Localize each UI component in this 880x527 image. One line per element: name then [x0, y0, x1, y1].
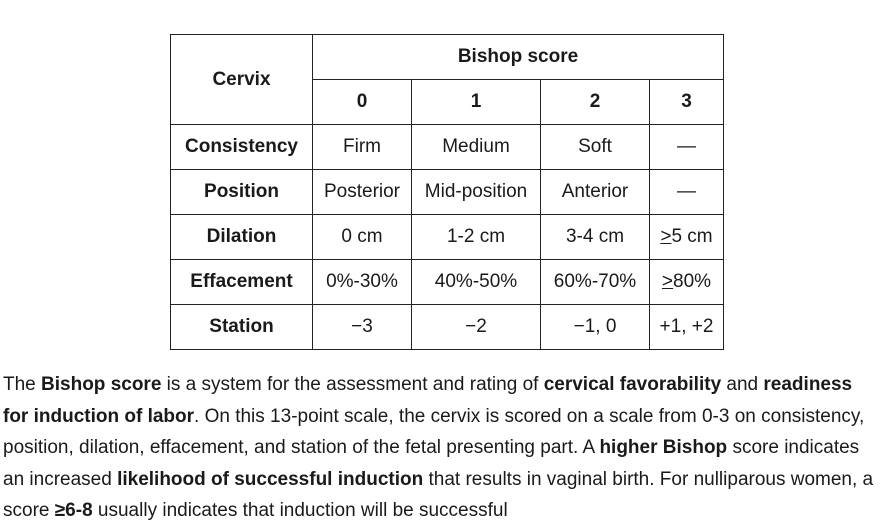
- table-cell: −2: [411, 304, 541, 350]
- cell-value: 5 cm: [671, 226, 713, 247]
- bold-term: ≥6-8: [54, 500, 93, 521]
- row-label-consistency: Consistency: [170, 124, 313, 170]
- table-cell: −3: [312, 304, 412, 350]
- group-header-bishop-score: Bishop score: [312, 34, 724, 80]
- score-header-2: 2: [540, 79, 650, 125]
- table-cell: Anterior: [540, 169, 650, 215]
- table-cell: 40%-50%: [411, 259, 541, 305]
- bishop-score-table: Cervix Bishop score 0 1 2 3 Consistency …: [170, 34, 724, 350]
- table-cell: 0 cm: [312, 214, 412, 260]
- bold-term: Bishop score: [41, 374, 162, 395]
- ge-symbol: >: [661, 271, 674, 292]
- bold-term: higher: [599, 437, 658, 458]
- bold-term: likelihood of successful induction: [117, 468, 424, 490]
- score-header-3: 3: [649, 79, 724, 125]
- text-run: score indicates an increased: [3, 437, 860, 490]
- score-header-row: 0 1 2 3: [171, 79, 724, 125]
- table-cell: Firm: [312, 124, 412, 170]
- table-row: Station −3 −2 −1, 0 +1, +2: [170, 304, 724, 350]
- table-cell: +1, +2: [649, 304, 724, 350]
- table-row: Consistency Firm Medium Soft —: [170, 124, 724, 170]
- table-cell: 60%-70%: [540, 259, 650, 305]
- text-run: . On this 13-point scale, the cervix is …: [3, 405, 865, 459]
- table-cell: —: [649, 169, 724, 215]
- table-header-row: Cervix Bishop score: [170, 34, 724, 125]
- table-row: Position Posterior Mid-position Anterior…: [170, 169, 724, 215]
- row-label-position: Position: [170, 169, 313, 215]
- score-header-0: 0: [312, 79, 412, 125]
- text-run: The: [3, 374, 42, 395]
- cell-value: 80%: [673, 271, 712, 292]
- table-cell: 1-2 cm: [411, 214, 541, 260]
- table-cell: Posterior: [312, 169, 412, 215]
- table-cell: —: [649, 124, 724, 170]
- table-row: Effacement 0%-30% 40%-50% 60%-70% >80%: [170, 259, 724, 305]
- bold-term: readiness for induction of labor: [3, 374, 853, 427]
- corner-header-cervix: Cervix: [170, 34, 313, 125]
- text-run: is a system for the assessment and ratin…: [161, 374, 544, 395]
- table-cell: Medium: [411, 124, 541, 170]
- text-run: that results in vaginal birth. For nulli…: [3, 468, 874, 522]
- table-cell: 0%-30%: [312, 259, 412, 305]
- row-label-station: Station: [170, 304, 313, 350]
- table-cell: >5 cm: [649, 214, 724, 260]
- table-cell: Soft: [540, 124, 650, 170]
- row-label-dilation: Dilation: [170, 214, 313, 260]
- table-row: Dilation 0 cm 1-2 cm 3-4 cm >5 cm: [170, 214, 724, 260]
- table-cell: Mid-position: [411, 169, 541, 215]
- ge-symbol: >: [660, 226, 672, 247]
- bold-term: Bishop: [662, 437, 728, 458]
- table-cell: 3-4 cm: [540, 214, 650, 260]
- text-run: and: [721, 374, 764, 395]
- bold-term: cervical favorability: [543, 374, 722, 395]
- text-run: usually indicates that induction will be…: [92, 500, 508, 521]
- row-label-effacement: Effacement: [170, 259, 313, 305]
- table-cell: −1, 0: [540, 304, 650, 350]
- bishop-description-paragraph: The Bishop score is a system for the ass…: [3, 369, 875, 527]
- score-header-1: 1: [411, 79, 541, 125]
- table-cell: >80%: [649, 259, 724, 305]
